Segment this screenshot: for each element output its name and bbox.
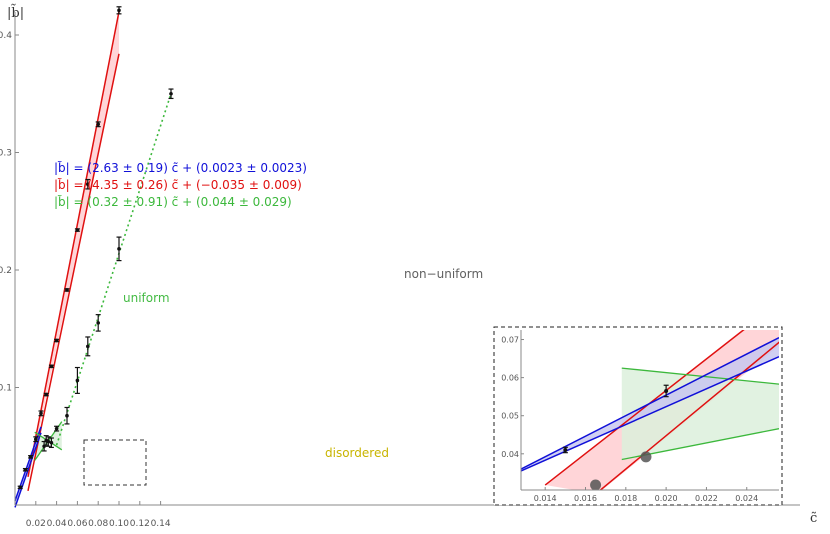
- disordered-data-point: [46, 439, 51, 444]
- data-points: [17, 6, 174, 490]
- uniform-data-point: [28, 455, 33, 459]
- disordered-data-point: [75, 378, 80, 383]
- inset-data-points: [562, 384, 669, 490]
- nonuniform-data-point: [39, 411, 43, 416]
- disordered-data-point: [96, 321, 100, 325]
- uniform-data-point: [23, 467, 28, 472]
- inset-data-point: [563, 448, 568, 452]
- region-label-uniform: uniform: [123, 291, 170, 305]
- inset-intersection-marker: [590, 479, 602, 490]
- inset-y-tick-label: 0.07: [501, 336, 519, 345]
- uniform-data-point: [18, 485, 23, 490]
- inset-y-tick-label: 0.04: [501, 450, 519, 459]
- inset-green-fit-line-upper: [621, 367, 779, 385]
- x-tick-label: 0.10: [109, 519, 129, 529]
- x-tick-label: 0.12: [130, 519, 150, 529]
- nonuniform-data-point: [86, 182, 90, 187]
- nonuniform-data-point: [54, 338, 59, 343]
- disordered-data-point: [117, 247, 121, 251]
- inset-blue-fit-line-lower: [521, 355, 779, 472]
- fit-bands: [15, 11, 119, 509]
- inset-border: [493, 326, 783, 506]
- nonuniform-data-point: [65, 288, 69, 292]
- y-ticks: 0.1 0.2 0.3 0.4: [0, 31, 19, 394]
- inset-x-tick-label: 0.018: [614, 494, 637, 503]
- inset-x-tick-label: 0.022: [695, 494, 718, 503]
- inset-data-point: [664, 388, 669, 393]
- x-tick-label: 0.14: [151, 519, 171, 529]
- disordered-data-point: [65, 413, 69, 418]
- inset-x-tick-label: 0.014: [534, 494, 557, 503]
- y-tick-label: 0.4: [0, 31, 12, 41]
- x-tick-label: 0.04: [47, 519, 67, 529]
- inset-y-tick-label: 0.06: [501, 374, 519, 383]
- nonuniform-data-point: [117, 8, 121, 13]
- x-tick-label: 0.08: [88, 519, 108, 529]
- inset-fit-lines: [521, 330, 779, 490]
- red-fit-line-upper: [27, 11, 120, 477]
- inset-red-fit-line-lower: [599, 341, 779, 490]
- inset-x-tick-label: 0.024: [735, 494, 758, 503]
- fit-lines: [14, 11, 172, 508]
- y-tick-label: 0.3: [0, 149, 12, 159]
- nonuniform-data-point: [49, 364, 54, 369]
- x-tick-label: 0.02: [26, 519, 46, 529]
- inset-x-tick-label: 0.016: [574, 494, 597, 503]
- inset-x-ticks: 0.014 0.016 0.018 0.020 0.022 0.024: [534, 487, 758, 503]
- disordered-data-point: [49, 440, 54, 445]
- inset-green-fit-band: [621, 368, 779, 460]
- inset-x-tick-label: 0.020: [655, 494, 678, 503]
- nonuniform-data-point: [44, 392, 48, 397]
- equation-red: |b̃| = (4.35 ± 0.26) c̃ + (−0.035 ± 0.00…: [54, 178, 302, 192]
- disordered-data-point: [54, 426, 59, 431]
- blue-fit-line-lower: [14, 432, 42, 508]
- equation-green: |b̃| = (0.32 ± 0.91) c̃ + (0.044 ± 0.029…: [54, 195, 292, 209]
- disordered-data-point: [169, 91, 173, 96]
- nonuniform-data-point: [75, 228, 80, 232]
- inset-y-ticks: 0.04 0.05 0.06 0.07: [501, 336, 524, 459]
- y-axis-label: |b̃|: [7, 4, 24, 21]
- uniform-data-point: [34, 437, 38, 442]
- x-tick-label: 0.06: [67, 519, 87, 529]
- nonuniform-data-point: [96, 122, 100, 127]
- disordered-data-point: [86, 344, 90, 349]
- y-tick-label: 0.1: [0, 384, 12, 394]
- x-ticks: 0.02 0.04 0.06 0.08 0.10 0.12 0.14: [26, 501, 171, 529]
- region-label-non-uniform: non−uniform: [404, 267, 483, 281]
- red-fit-line-lower: [27, 53, 120, 492]
- equation-blue: |b̃| = (2.63 ± 0.19) c̃ + (0.0023 ± 0.00…: [54, 161, 307, 175]
- inset-intersection-marker: [640, 451, 652, 463]
- region-label-disordered: disordered: [325, 446, 389, 460]
- green-dotted-trend-line: [55, 93, 172, 446]
- zoom-region-box: [83, 439, 147, 486]
- inset-panel: 0.014 0.016 0.018 0.020 0.022 0.024 0.040.050…: [493, 326, 783, 506]
- x-axis-label: c̃: [810, 511, 817, 526]
- inset-y-tick-label: 0.05: [501, 412, 519, 421]
- y-tick-label: 0.2: [0, 266, 12, 276]
